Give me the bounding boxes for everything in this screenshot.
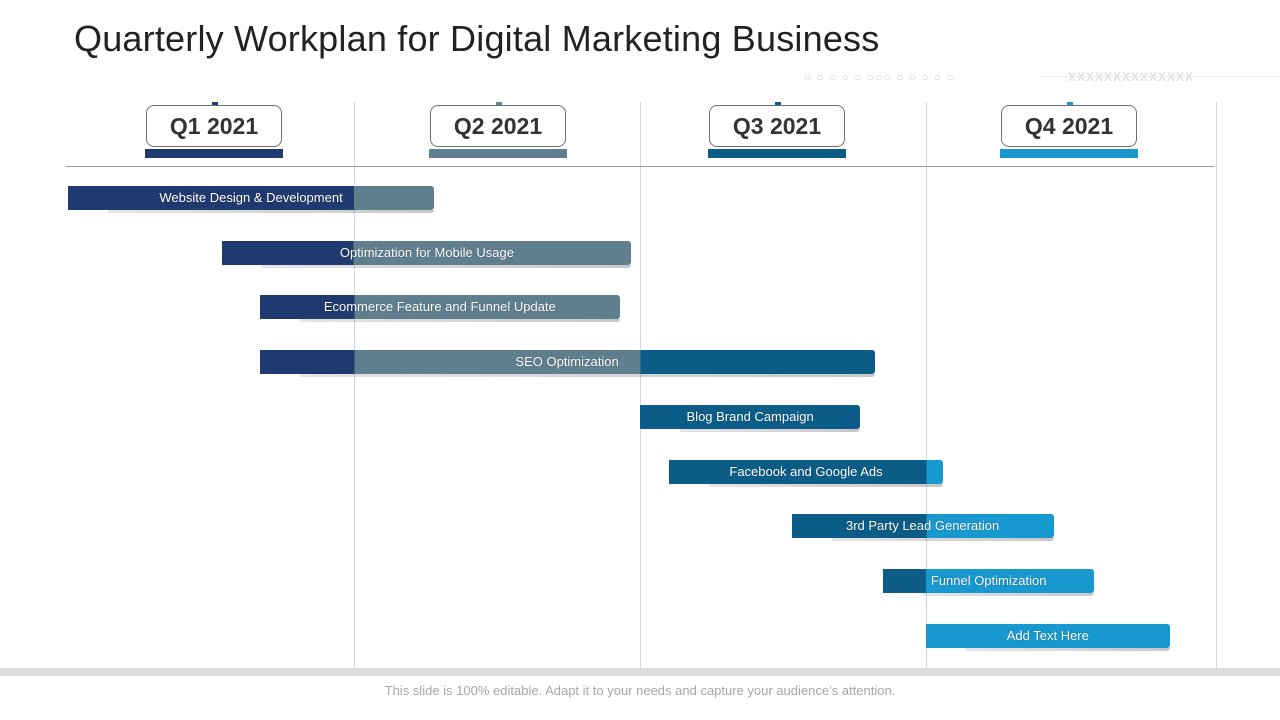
footer-divider (0, 668, 1280, 676)
task-bar (640, 404, 861, 429)
task-bar-shadow (108, 210, 435, 213)
task-bar-shadow (680, 428, 861, 432)
decorative-crosses: XXXXXXXXXXXXXX (1068, 70, 1195, 84)
task-label: Facebook and Google Ads (729, 463, 883, 479)
q2-color-bar (429, 149, 567, 158)
task-bar (68, 186, 435, 210)
task-label: Funnel Optimization (930, 572, 1047, 588)
task-bar-shadow (923, 592, 1095, 596)
q3-color-bar (708, 149, 846, 158)
task-label: Website Design & Development (159, 190, 343, 205)
task-bar (926, 623, 1170, 648)
task-bar-shadow (299, 374, 875, 378)
task-bar (259, 350, 875, 375)
footer-note: This slide is 100% editable. Adapt it to… (384, 683, 896, 698)
quarter-divider (1216, 102, 1217, 668)
timeline-header-line (66, 166, 1214, 167)
task-label: Blog Brand Campaign (686, 408, 814, 424)
quarter-divider (354, 102, 355, 668)
task-bar (791, 514, 1054, 539)
task-label: Add Text Here (1006, 627, 1089, 643)
task-bar-shadow (708, 483, 944, 487)
task-bar (259, 295, 620, 320)
decorative-circles: ○ ○ ○ ○ ○ ○○○ ○ ○ ○ ○ ○ (804, 70, 955, 84)
quarter-q4-label: Q4 2021 (1001, 105, 1137, 147)
task-bar (668, 459, 944, 484)
task-label: Optimization for Mobile Usage (339, 244, 514, 260)
quarter-q3-label: Q3 2021 (709, 105, 845, 147)
quarter-divider (640, 102, 641, 668)
q1-color-bar (145, 149, 283, 158)
task-bar-shadow (966, 647, 1170, 651)
task-label: SEO Optimization (515, 354, 619, 370)
task-label: 3rd Party Lead Generation (845, 518, 1000, 534)
quarter-q1-label: Q1 2021 (146, 105, 282, 147)
task-bar-shadow (262, 264, 632, 268)
q4-color-bar (1000, 149, 1138, 158)
quarter-divider (926, 102, 927, 668)
task-bar (222, 240, 632, 265)
task-label: Ecommerce Feature and Funnel Update (323, 299, 556, 315)
task-bar (883, 568, 1095, 593)
task-bar-shadow (299, 319, 620, 323)
quarter-q2-label: Q2 2021 (430, 105, 566, 147)
task-bar-shadow (831, 538, 1054, 542)
decorative-line (1040, 76, 1280, 77)
page-title: Quarterly Workplan for Digital Marketing… (74, 18, 880, 59)
